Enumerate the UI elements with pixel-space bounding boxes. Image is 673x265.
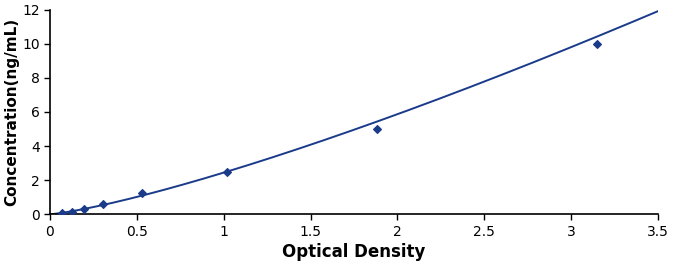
Y-axis label: Concentration(ng/mL): Concentration(ng/mL) [4,18,19,206]
X-axis label: Optical Density: Optical Density [282,243,425,261]
